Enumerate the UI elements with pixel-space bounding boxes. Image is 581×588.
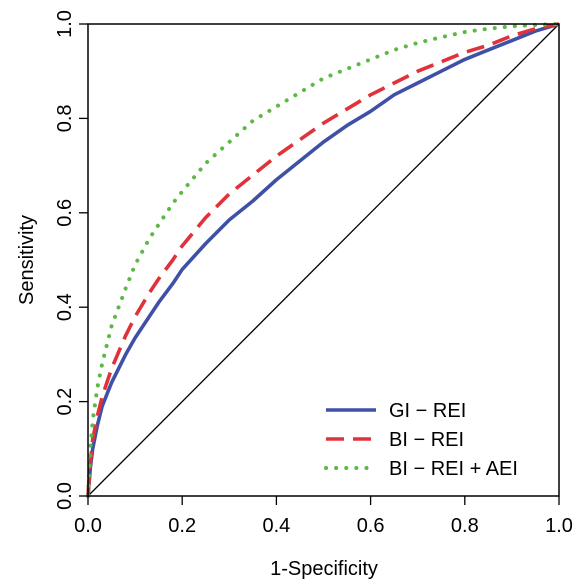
x-axis-title: 1-Specificity	[270, 558, 378, 580]
y-tick-label: 0.6	[54, 199, 76, 227]
x-tick-label: 0.0	[74, 515, 102, 537]
y-axis-title: Sensitivity	[16, 215, 38, 305]
x-tick-label: 0.6	[357, 515, 385, 537]
y-tick-label: 0.4	[54, 293, 76, 321]
axes: 0.0 0.2 0.4 0.6 0.8 1.0 0.0 0.2 0.4 0.6 0.8 1.0	[54, 10, 573, 537]
x-tick-label: 0.2	[168, 515, 196, 537]
legend: GI − REI BI − REI BI − REI + AEI	[324, 400, 518, 480]
x-tick-label: 1.0	[545, 515, 573, 537]
series-line-3	[86, 22, 561, 498]
legend-label-1: GI − REI	[389, 400, 466, 422]
y-tick-label: 1.0	[54, 10, 76, 38]
x-tick-label: 0.4	[262, 515, 290, 537]
y-tick-label: 0.8	[54, 104, 76, 132]
plot-area	[86, 22, 561, 498]
legend-label-3: BI − REI + AEI	[389, 458, 518, 480]
plot-frame	[87, 23, 560, 497]
reference-diagonal-line	[87, 23, 560, 497]
legend-label-2: BI − REI	[389, 429, 464, 451]
y-tick-label: 0.0	[54, 482, 76, 510]
series-line-1	[86, 22, 560, 497]
x-tick-label: 0.8	[451, 515, 479, 537]
series-line-2	[86, 22, 560, 497]
y-tick-label: 0.2	[54, 388, 76, 416]
